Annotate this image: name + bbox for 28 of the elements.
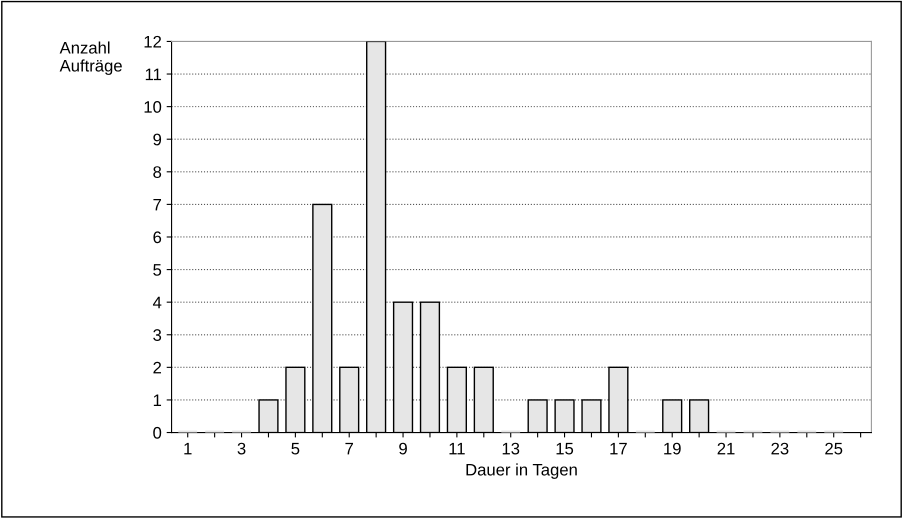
- x-tick-label: 15: [556, 442, 574, 454]
- x-tick-label: 19: [664, 442, 681, 454]
- x-axis-title: Dauer in Tagen: [466, 463, 577, 479]
- x-tick-label: 21: [718, 442, 735, 454]
- x-tick-label: 3: [238, 442, 246, 454]
- y-tick-label: 8: [153, 166, 162, 178]
- y-tick-label: 10: [144, 101, 162, 113]
- x-tick-label: 1: [184, 442, 192, 454]
- x-tick-label: 7: [345, 442, 354, 454]
- x-tick-label: 17: [610, 442, 627, 454]
- y-tick-label: 12: [144, 36, 162, 48]
- y-tick-label: 2: [153, 362, 162, 374]
- y-tick-label: 3: [153, 329, 162, 341]
- y-axis-title: Anzahl Aufträge: [60, 41, 122, 75]
- x-tick-label: 23: [771, 442, 788, 454]
- y-tick-label: 5: [153, 264, 162, 276]
- y-tick-label: 4: [152, 296, 162, 308]
- x-tick-label: 13: [502, 442, 520, 454]
- y-tick-label: 11: [146, 68, 162, 80]
- y-tick-label: 6: [153, 231, 162, 244]
- x-tick-label: 5: [291, 442, 300, 454]
- x-tick-label: 11: [450, 442, 465, 454]
- x-tick-label: 9: [399, 442, 407, 454]
- y-tick-label: 0: [153, 426, 162, 439]
- x-tick-label: 25: [825, 442, 842, 454]
- y-tick-label: 1: [154, 394, 162, 406]
- y-tick-label: 7: [153, 198, 162, 210]
- y-tick-label: 9: [153, 134, 162, 146]
